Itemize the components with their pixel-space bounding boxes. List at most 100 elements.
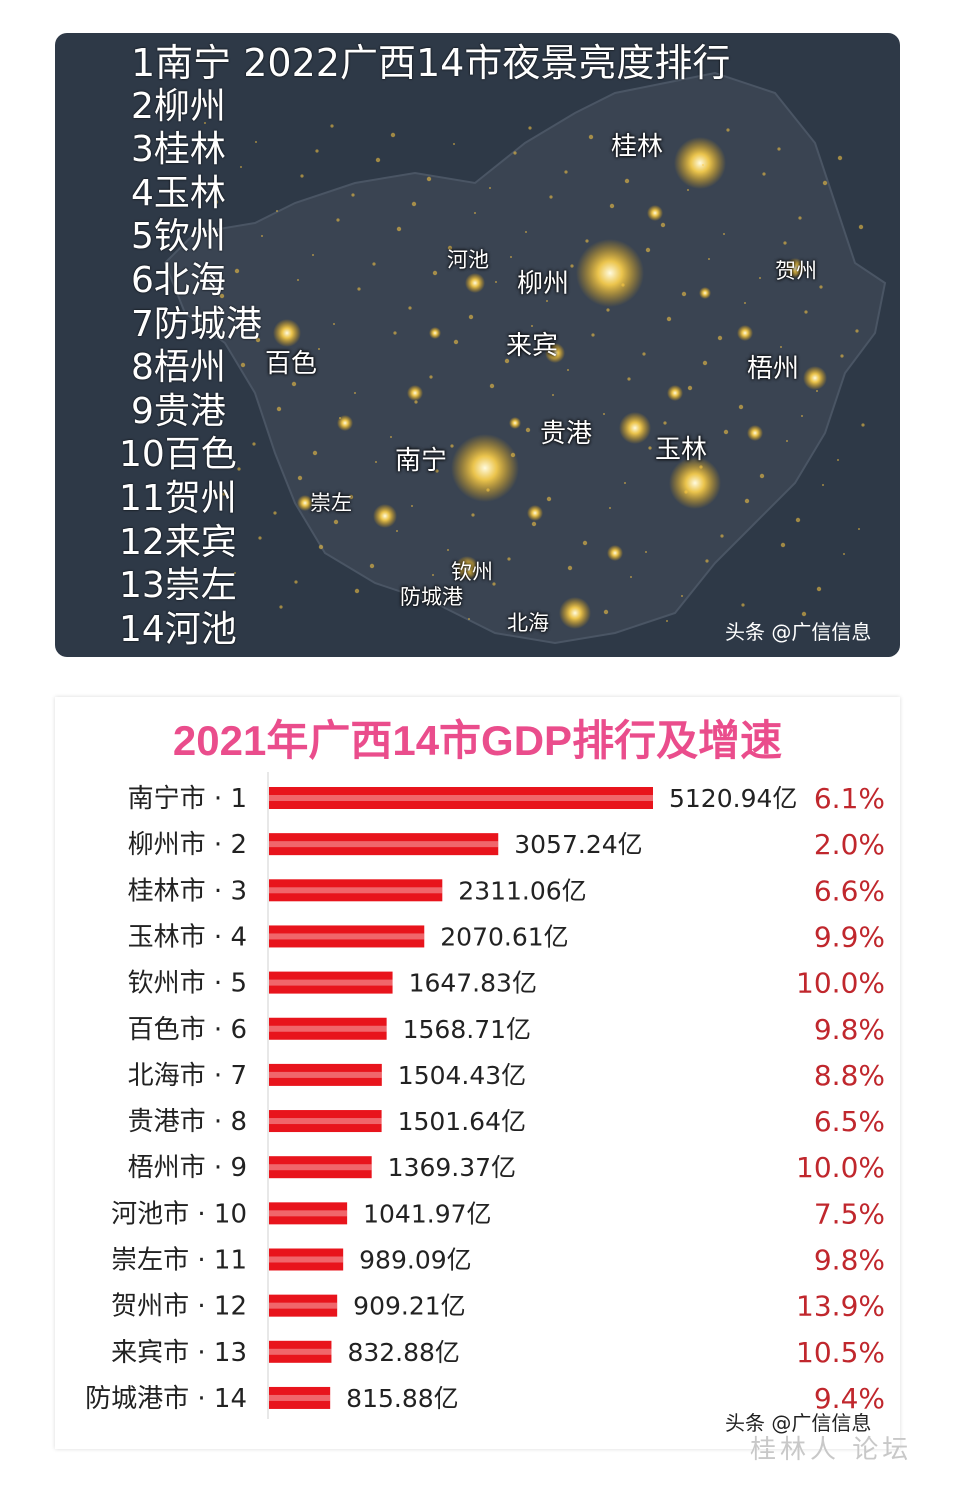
light-dot [354,588,360,594]
category-label: 河池市 · 10 [111,1199,247,1229]
rank-item: 2柳州 [131,85,226,127]
light-dot [294,580,298,584]
growth-rate-label: 7.5% [814,1197,885,1230]
city-label-hezhou: 贺州 [775,259,817,283]
gdp-value-label: 1501.64亿 [398,1107,526,1136]
city-label-nanning: 南宁 [395,446,448,476]
light-dot [414,400,418,404]
light-dot [588,134,594,140]
light-dot [315,149,319,153]
gdp-bar-chart: 南宁市 · 1 5120.94亿 6.1% 柳州市 · 2 3057.24亿 2.0% 桂林… [85,772,885,1419]
light-dot [786,440,788,442]
light-dot [510,256,512,258]
category-label: 贺州市 · 12 [111,1292,247,1322]
gdp-bar [269,1340,332,1363]
gdp-bar-highlight [269,1348,332,1355]
light-dot [222,492,226,496]
light-dot [738,404,744,410]
light-dot [375,157,381,163]
rank-item: 11贺州 [119,478,237,519]
light-dot [642,352,646,356]
city-light-glow [451,434,519,502]
city-label-qinzhou: 钦州 [451,560,493,584]
growth-rate-label: 10.0% [796,1151,885,1184]
city-light-glow [647,205,663,221]
light-dot [837,155,843,161]
light-dot [627,377,631,381]
light-dot [372,262,376,266]
city-label-guigang: 贵港 [540,419,593,449]
light-dot [291,381,297,387]
light-dot [621,283,625,287]
light-dot [489,187,491,189]
light-dot [528,126,532,130]
light-dot [816,390,818,392]
light-dot [546,496,552,502]
chart-watermark: 头条 @广信信息 [725,1411,872,1435]
gdp-bar-highlight [269,841,499,848]
light-dot [606,308,610,312]
light-dot [339,417,341,419]
light-dot [744,498,750,504]
growth-rate-label: 8.8% [814,1059,885,1092]
light-dot [375,461,377,463]
light-dot [354,392,356,394]
gdp-value-label: 832.88亿 [347,1338,459,1367]
city-light-glow [785,258,805,278]
light-dot [396,530,398,532]
gdp-value-label: 815.88亿 [346,1384,458,1413]
light-dot [237,467,241,471]
light-dot [552,394,554,396]
category-label: 玉林市 · 4 [128,922,247,952]
light-dot [336,218,340,222]
light-dot [333,519,339,525]
light-dot [702,360,708,366]
city-light-glow [407,385,423,401]
light-dot [411,201,417,207]
light-dot [624,482,626,484]
light-dot [588,438,590,440]
light-dot [330,124,334,128]
light-dot [567,369,569,371]
light-dot [705,559,709,563]
light-dot [840,354,844,358]
gdp-bar-highlight [269,1256,344,1263]
city-label-yulin: 玉林 [655,435,708,465]
rank-item: 6北海 [131,260,226,301]
light-dot [780,346,782,348]
light-dot [666,316,672,322]
city-light-glow [429,327,441,339]
light-dot [816,586,822,592]
light-dot [390,436,392,438]
gdp-bar [269,879,443,902]
gdp-value-label: 1568.71亿 [403,1015,531,1044]
light-dot [666,620,668,622]
light-dot [432,574,434,576]
light-dot [261,235,263,237]
gdp-bar-highlight [269,1394,331,1401]
city-light-glow [699,287,711,299]
light-dot [837,459,839,461]
gdp-bar-highlight [269,887,443,894]
guangxi-night-map [163,71,887,645]
light-dot [432,270,438,276]
light-dot [687,385,693,391]
chart-title: 2021年广西14市GDP排行及增速 [172,717,783,764]
light-dot [546,300,548,302]
gdp-bar-highlight [269,1025,387,1032]
gdp-bar-highlight [269,933,425,940]
gdp-bar [269,1063,382,1086]
light-dot [603,609,609,615]
gdp-bar [269,1386,331,1409]
city-light-glow [559,597,591,629]
light-dot [255,141,257,143]
light-dot [369,563,375,569]
gdp-value-label: 1504.43亿 [398,1061,526,1090]
gdp-chart-panel: 2021年广西14市GDP排行及增速 南宁市 · 1 5120.94亿 6.1% 柳州… [55,697,908,1465]
light-dot [453,143,455,145]
city-light-glow [545,343,565,363]
light-dot [855,329,859,333]
gdp-value-label: 3057.24亿 [514,830,642,859]
light-dot [492,582,496,586]
light-dot [357,287,361,291]
